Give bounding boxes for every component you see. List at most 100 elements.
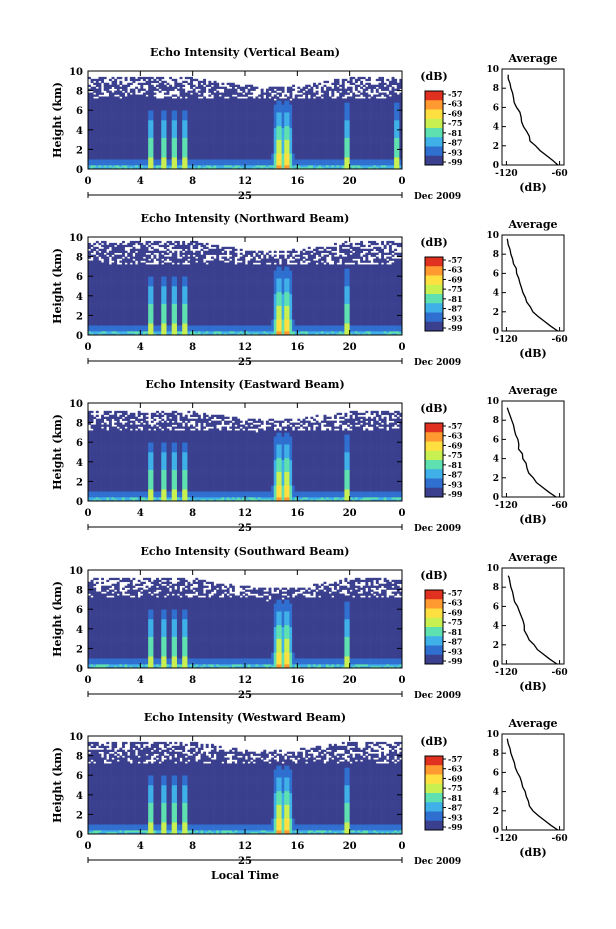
heatmap-cell bbox=[289, 100, 292, 102]
heatmap-cell bbox=[216, 126, 219, 128]
heatmap-cell bbox=[253, 118, 256, 120]
heatmap-cell bbox=[384, 104, 387, 106]
heatmap-cell bbox=[250, 155, 253, 157]
heatmap-cell bbox=[248, 96, 251, 98]
heatmap-cell bbox=[195, 102, 198, 104]
heatmap-cell bbox=[153, 136, 156, 138]
heatmap-cell bbox=[195, 134, 198, 136]
heatmap-cell bbox=[295, 149, 298, 151]
heatmap-cell bbox=[180, 122, 183, 124]
heatmap-cell bbox=[101, 153, 104, 155]
heatmap-cell bbox=[122, 110, 125, 112]
heatmap-cell bbox=[242, 159, 245, 161]
heatmap-cell bbox=[389, 140, 392, 142]
heatmap-cell bbox=[331, 91, 334, 93]
heatmap-cell bbox=[153, 165, 156, 167]
heatmap-cell bbox=[122, 151, 125, 153]
heatmap-cell bbox=[365, 87, 368, 89]
heatmap-cell bbox=[284, 98, 287, 100]
heatmap-cell bbox=[148, 140, 151, 142]
heatmap-cell bbox=[337, 136, 340, 138]
heatmap-cell bbox=[122, 144, 125, 146]
heatmap-cell bbox=[266, 145, 269, 147]
heatmap-cell bbox=[347, 134, 350, 136]
heatmap-cell bbox=[130, 132, 133, 134]
heatmap-cell bbox=[193, 122, 196, 124]
heatmap-cell bbox=[198, 153, 201, 155]
heatmap-cell bbox=[172, 114, 175, 116]
heatmap-cell bbox=[368, 132, 371, 134]
heatmap-cell bbox=[130, 147, 133, 149]
heatmap-cell bbox=[360, 108, 363, 110]
heatmap-cell bbox=[96, 142, 99, 144]
heatmap-cell bbox=[347, 102, 350, 104]
heatmap-cell bbox=[331, 124, 334, 126]
heatmap-cell bbox=[235, 102, 238, 104]
heatmap-cell bbox=[308, 136, 311, 138]
heatmap-cell bbox=[169, 147, 172, 149]
heatmap-cell bbox=[211, 161, 214, 163]
heatmap-cell bbox=[182, 163, 185, 165]
heatmap-cell bbox=[368, 126, 371, 128]
heatmap-cell bbox=[193, 134, 196, 136]
heatmap-cell bbox=[342, 136, 345, 138]
heatmap-cell bbox=[156, 161, 159, 163]
heatmap-cell bbox=[371, 140, 374, 142]
heatmap-cell bbox=[269, 108, 272, 110]
heatmap-cell bbox=[289, 89, 292, 91]
heatmap-cell bbox=[381, 85, 384, 87]
heatmap-cell bbox=[295, 114, 298, 116]
heatmap-cell bbox=[352, 102, 355, 104]
heatmap-cell bbox=[339, 126, 342, 128]
heatmap-cell bbox=[300, 128, 303, 130]
heatmap-cell bbox=[305, 124, 308, 126]
heatmap-cell bbox=[287, 126, 290, 128]
heatmap-cell bbox=[219, 104, 222, 106]
heatmap-cell bbox=[232, 89, 235, 91]
heatmap-cell bbox=[190, 138, 193, 140]
heatmap-cell bbox=[384, 138, 387, 140]
heatmap-cell bbox=[237, 147, 240, 149]
heatmap-cell bbox=[318, 124, 321, 126]
heatmap-cell bbox=[289, 114, 292, 116]
heatmap-cell bbox=[153, 98, 156, 100]
heatmap-cell bbox=[316, 91, 319, 93]
heatmap-cell bbox=[261, 89, 264, 91]
heatmap-cell bbox=[386, 106, 389, 108]
heatmap-cell bbox=[248, 106, 251, 108]
heatmap-cell bbox=[185, 122, 188, 124]
heatmap-cell bbox=[295, 122, 298, 124]
heatmap-cell bbox=[91, 95, 94, 97]
heatmap-cell bbox=[279, 159, 282, 161]
heatmap-cell bbox=[227, 144, 230, 146]
heatmap-cell bbox=[250, 134, 253, 136]
heatmap-cell bbox=[363, 134, 366, 136]
heatmap-cell bbox=[127, 93, 130, 95]
heatmap-cell bbox=[360, 124, 363, 126]
heatmap-cell bbox=[337, 163, 340, 165]
heatmap-cell bbox=[140, 108, 143, 110]
heatmap-cell bbox=[389, 151, 392, 153]
heatmap-cell bbox=[101, 77, 104, 79]
heatmap-cell bbox=[203, 140, 206, 142]
heatmap-cell bbox=[394, 144, 397, 146]
heatmap-cell bbox=[114, 108, 117, 110]
heatmap-cell bbox=[201, 138, 204, 140]
heatmap-cell bbox=[109, 114, 112, 116]
heatmap-cell bbox=[172, 102, 175, 104]
heatmap-cell bbox=[331, 89, 334, 91]
heatmap-cell bbox=[389, 81, 392, 83]
heatmap-cell bbox=[300, 98, 303, 100]
heatmap-cell bbox=[269, 153, 272, 155]
heatmap-cell bbox=[125, 153, 128, 155]
heatmap-cell bbox=[232, 83, 235, 85]
heatmap-cell bbox=[174, 155, 177, 157]
heatmap-cell bbox=[378, 108, 381, 110]
heatmap-cell bbox=[180, 138, 183, 140]
heatmap-cell bbox=[297, 136, 300, 138]
heatmap-cell bbox=[235, 140, 238, 142]
heatmap-cell bbox=[269, 122, 272, 124]
heatmap-cell bbox=[182, 132, 185, 134]
heatmap-cell bbox=[98, 120, 101, 122]
heatmap-cell bbox=[316, 98, 319, 100]
